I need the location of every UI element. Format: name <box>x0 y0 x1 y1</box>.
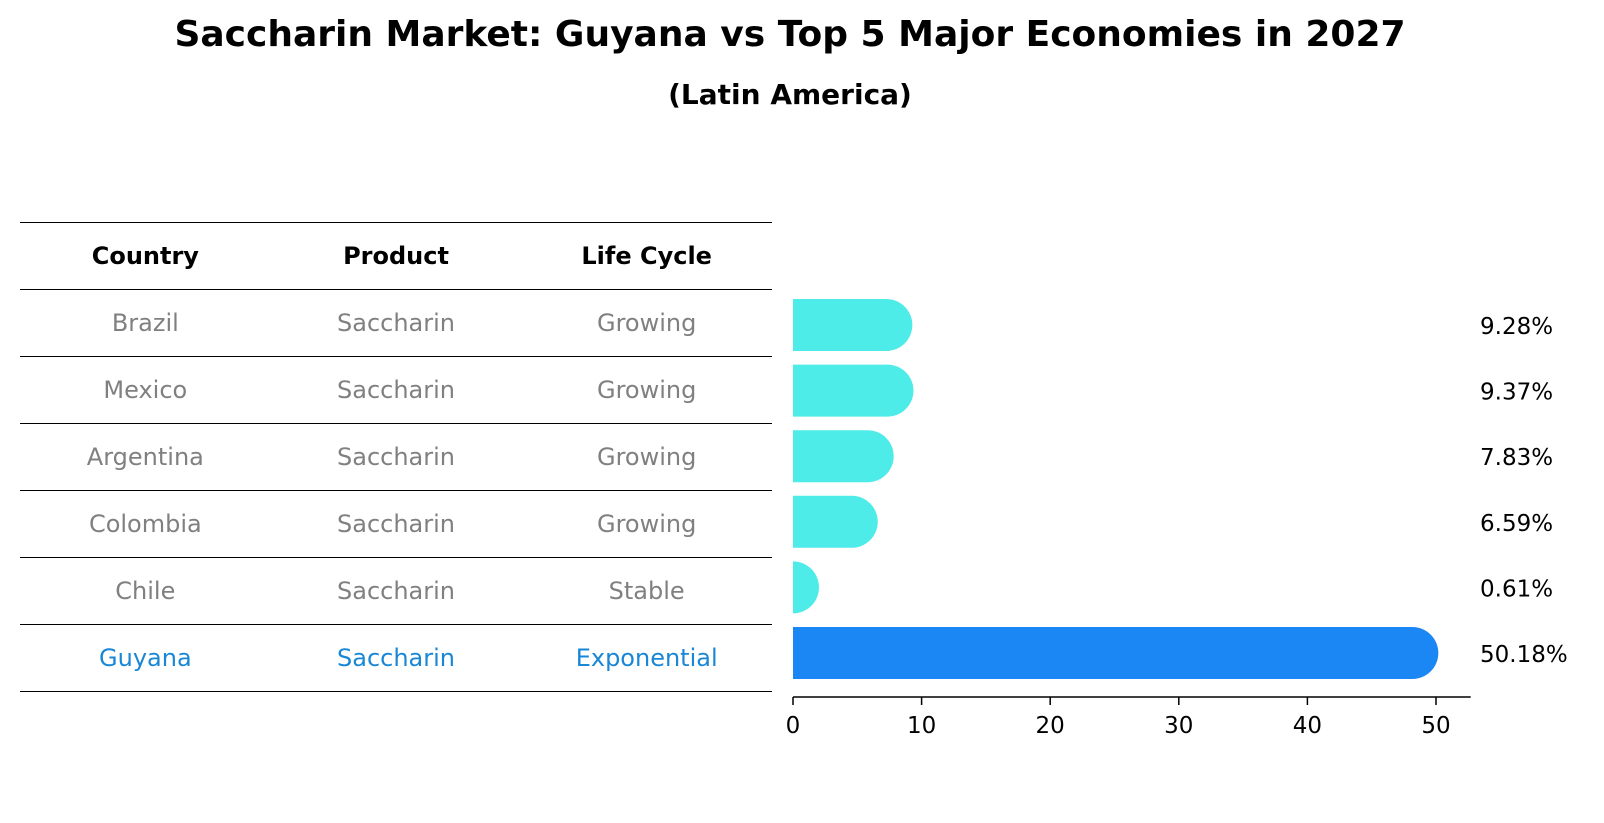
x-tick-label: 40 <box>1293 713 1322 739</box>
x-tick-label: 0 <box>786 713 801 739</box>
cell-product: Saccharin <box>337 510 455 538</box>
bar <box>793 495 878 548</box>
cell-life-cycle: Exponential <box>575 644 718 672</box>
cell-life-cycle: Growing <box>596 510 697 538</box>
data-table: Country Product Life Cycle Brazil Saccha… <box>20 222 772 692</box>
bar-value-label: 50.18% <box>1480 642 1568 668</box>
bar-value-label: 9.37% <box>1480 380 1553 406</box>
x-tick-label: 50 <box>1421 713 1450 739</box>
table-header-row: Country Product Life Cycle <box>20 222 772 290</box>
table-row: Argentina Saccharin Growing <box>20 424 772 491</box>
cell-country: Colombia <box>88 510 202 538</box>
x-tick-label: 10 <box>907 713 936 739</box>
x-tick-label: 30 <box>1164 713 1193 739</box>
header-country: Country <box>91 242 199 270</box>
bar <box>793 364 914 417</box>
cell-country: Argentina <box>86 443 204 471</box>
table-row: Mexico Saccharin Growing <box>20 357 772 424</box>
bar-value-label: 9.28% <box>1480 314 1553 340</box>
bar-value-label: 0.61% <box>1480 576 1553 602</box>
bar-value-label: 7.83% <box>1480 445 1553 471</box>
cell-product: Saccharin <box>337 309 455 337</box>
cell-product: Saccharin <box>337 577 455 605</box>
cell-product: Saccharin <box>337 644 455 672</box>
cell-country: Brazil <box>111 309 179 337</box>
cell-life-cycle: Growing <box>596 443 697 471</box>
x-tick-label: 20 <box>1036 713 1065 739</box>
cell-life-cycle: Stable <box>608 577 685 605</box>
table-row: Colombia Saccharin Growing <box>20 491 772 558</box>
bar <box>793 430 894 483</box>
table-row: Chile Saccharin Stable <box>20 558 772 625</box>
chart-title: Saccharin Market: Guyana vs Top 5 Major … <box>174 14 1406 55</box>
bar <box>793 561 820 614</box>
cell-product: Saccharin <box>337 376 455 404</box>
header-product: Product <box>343 242 449 270</box>
cell-country: Guyana <box>99 644 192 672</box>
header-life-cycle: Life Cycle <box>581 242 712 270</box>
cell-life-cycle: Growing <box>596 376 697 404</box>
bar-value-label: 6.59% <box>1480 511 1553 537</box>
bar <box>793 299 913 351</box>
chart-subtitle: (Latin America) <box>668 78 912 111</box>
cell-country: Mexico <box>103 376 188 404</box>
bar-highlight <box>793 627 1439 679</box>
table-row: Brazil Saccharin Growing <box>20 290 772 357</box>
cell-life-cycle: Growing <box>596 309 697 337</box>
cell-country: Chile <box>115 577 176 605</box>
table-row-highlight: Guyana Saccharin Exponential <box>20 625 772 692</box>
cell-product: Saccharin <box>337 443 455 471</box>
